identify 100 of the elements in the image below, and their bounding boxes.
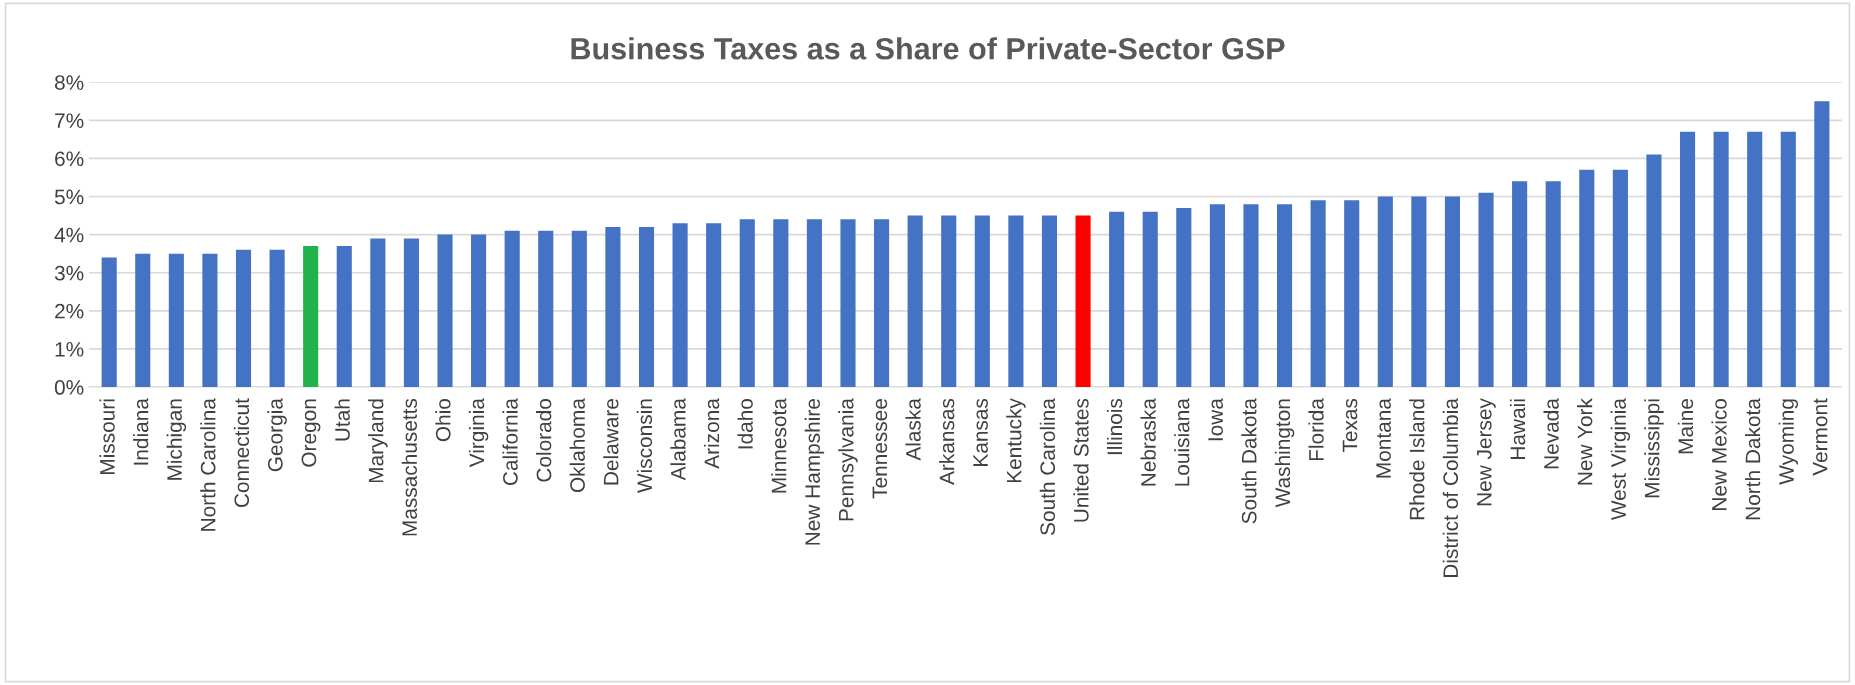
bar [739,219,755,388]
bar [941,215,957,388]
x-tick-label: New Mexico [1711,399,1727,510]
x-tick-label: Maine [1677,399,1694,454]
y-tick-label: 2% [55,303,84,319]
bar [336,246,352,388]
x-tick-label: Georgia [267,398,287,472]
x-tick-label: Washington [1274,399,1295,508]
bar [1277,204,1293,388]
x-tick-label: Missouri [99,399,115,474]
bar [437,234,453,388]
bar [202,253,218,388]
bar [806,219,822,388]
x-tick-label: Florida [1308,398,1324,461]
x-tick-label: Oregon [301,399,321,467]
y-tick-label: 5% [54,189,84,205]
bar [1512,181,1528,388]
x-tick-label: Louisiana [1174,398,1190,486]
bar [101,257,117,388]
x-tick-label: Hawaii [1509,399,1526,459]
x-tick-label: Ohio [435,399,451,442]
x-tick-label: Rhode Island [1409,399,1425,520]
x-tick-label: West Virginia [1610,398,1631,521]
x-tick-label: South Carolina [1039,398,1056,535]
bar [235,249,252,388]
x-tick-label: California [502,398,518,486]
bar [1780,131,1796,388]
x-tick-label: United States [1073,398,1089,522]
bar [1814,101,1830,388]
bar [1075,215,1091,388]
bar [168,253,184,388]
x-tick-label: Mississippi [1644,399,1664,498]
bar [1310,200,1326,388]
x-tick-label: Massachusetts [401,398,418,536]
bar [1377,196,1393,388]
bar [874,219,890,388]
x-tick-label: Connecticut [233,398,250,508]
bar [504,230,520,388]
bar [1579,169,1595,388]
bar [1243,204,1259,388]
x-tick-label: North Carolina [200,398,216,531]
bar [1444,196,1461,388]
x-tick-label: North Dakota [1744,398,1761,520]
x-tick-label: Michigan [166,399,187,480]
x-tick-label: Nevada [1543,398,1559,469]
bar [773,219,789,388]
bar [638,226,655,388]
bar [1041,215,1058,388]
x-tick-label: Alaska [905,398,921,461]
bar [1411,196,1427,388]
bar [1679,131,1696,388]
y-tick-label: 7% [55,113,84,128]
bar [840,219,856,388]
bar [403,238,419,388]
x-tick-label: Wyoming [1778,399,1798,485]
bar [1612,169,1628,388]
bar [672,223,688,388]
x-tick-label: Utah [334,399,350,441]
bar [1713,131,1729,388]
bar [1142,211,1158,388]
x-tick-label: Arkansas [939,398,955,485]
x-tick-label: Kansas [973,398,988,466]
x-tick-label: Maryland [368,399,388,483]
x-tick-label: Texas [1342,398,1358,453]
y-tick-label: 1% [55,342,84,357]
bar [571,230,587,388]
x-tick-label: Iowa [1208,398,1223,441]
bar [1008,215,1024,388]
bar [1747,131,1763,388]
y-tick-label: 4% [54,227,84,243]
x-tick-label: New Hampshire [804,399,825,545]
bar [538,230,554,388]
x-tick-label: Vermont [1812,398,1828,476]
bar [1545,181,1561,388]
bar [1176,207,1192,388]
x-tick-label: Virginia [468,398,489,468]
x-tick-label: Illinois [1106,398,1123,455]
x-tick-label: Kentucky [1006,398,1026,483]
x-tick-label: Wisconsin [636,399,653,493]
x-tick-label: Colorado [536,399,552,482]
x-tick-label: Delaware [603,399,619,485]
x-tick-label: Pennsylvania [838,398,858,521]
chart-title: Business Taxes as a Share of Private-Sector GSP [571,37,1285,60]
x-tick-label: Minnesota [771,398,787,493]
bar [1478,192,1494,388]
x-tick-label: South Dakota [1241,398,1257,524]
x-tick-label: New Jersey [1477,398,1496,506]
x-tick-label: Montana [1376,398,1391,478]
y-tick-label: 8% [54,75,84,90]
y-tick-label: 6% [55,151,84,167]
x-tick-label: Indiana [133,398,149,465]
bar [706,223,722,388]
bar [974,215,990,388]
bar [269,249,285,388]
x-tick-label: Nebraska [1140,398,1156,486]
x-tick-label: Idaho [737,399,753,449]
bar [605,226,621,388]
bar [907,215,923,388]
y-tick-label: 0% [54,380,84,395]
bar [370,238,386,388]
